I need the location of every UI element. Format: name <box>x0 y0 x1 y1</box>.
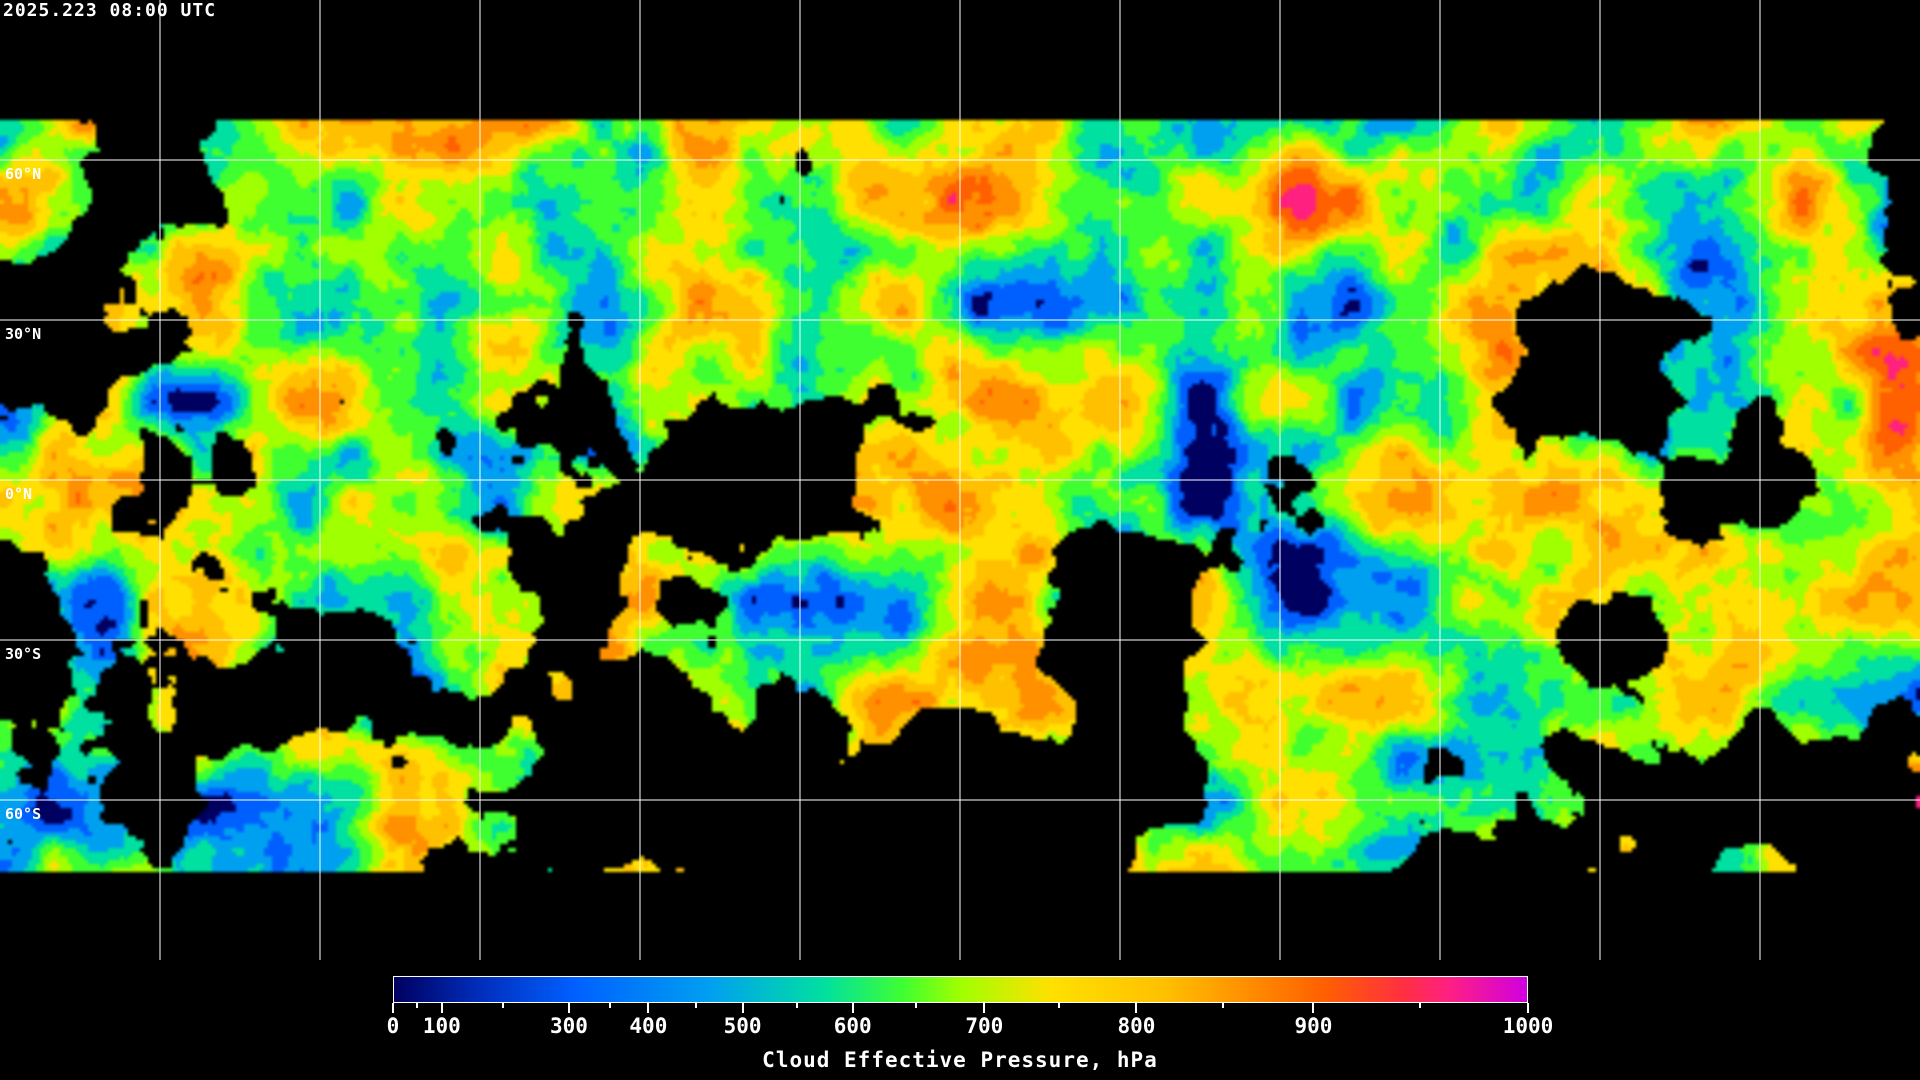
colorbar-tick-label: 400 <box>629 1014 668 1038</box>
colorbar-major-tick <box>983 1003 986 1013</box>
colorbar-minor-tick <box>1221 1003 1224 1008</box>
colorbar-minor-tick <box>915 1003 918 1008</box>
lat-label-0n: 0°N <box>5 485 33 503</box>
colorbar-minor-tick <box>415 1003 418 1008</box>
colorbar-major-tick <box>1527 1003 1529 1013</box>
graticule <box>0 0 1920 960</box>
timestamp: 2025.223 08:00 UTC <box>3 0 217 21</box>
colorbar-minor-tick <box>1419 1003 1422 1008</box>
lat-label-60n: 60°N <box>5 165 42 183</box>
lat-label-60s: 60°S <box>5 805 42 823</box>
colorbar-minor-tick <box>1058 1003 1061 1008</box>
colorbar-minor-tick <box>796 1003 799 1008</box>
colorbar-tick-label: 500 <box>723 1014 762 1038</box>
lat-label-30n: 30°N <box>5 325 42 343</box>
colorbar-major-tick <box>1135 1003 1138 1013</box>
colorbar-tick-label: 0 <box>386 1014 400 1038</box>
colorbar <box>393 976 1528 1003</box>
colorbar-minor-tick <box>695 1003 698 1008</box>
colorbar-major-tick <box>440 1003 443 1013</box>
colorbar-major-tick <box>1312 1003 1315 1013</box>
colorbar-tick-label: 900 <box>1294 1014 1333 1038</box>
colorbar-ticks: 0 100 300 400 500 600 700 800 900 1000 <box>387 1003 1553 1043</box>
colorbar-major-tick <box>647 1003 650 1013</box>
colorbar-tick-label: 700 <box>965 1014 1004 1038</box>
colorbar-tick-label: 800 <box>1117 1014 1156 1038</box>
lat-label-30s: 30°S <box>5 645 42 663</box>
colorbar-minor-tick <box>608 1003 611 1008</box>
colorbar-major-tick <box>567 1003 570 1013</box>
colorbar-tick-label: 300 <box>549 1014 588 1038</box>
colorbar-major-tick <box>851 1003 854 1013</box>
colorbar-title: Cloud Effective Pressure, hPa <box>762 1048 1158 1072</box>
colorbar-tick-label: 600 <box>833 1014 872 1038</box>
colorbar-major-tick <box>741 1003 744 1013</box>
colorbar-tick-label: 1000 <box>1502 1014 1554 1038</box>
satellite-map: 2025.223 08:00 UTC 60°N 30°N 0°N 30°S 60… <box>0 0 1920 960</box>
colorbar-minor-tick <box>502 1003 505 1008</box>
colorbar-tick-label: 100 <box>422 1014 461 1038</box>
colorbar-major-tick <box>392 1003 394 1013</box>
